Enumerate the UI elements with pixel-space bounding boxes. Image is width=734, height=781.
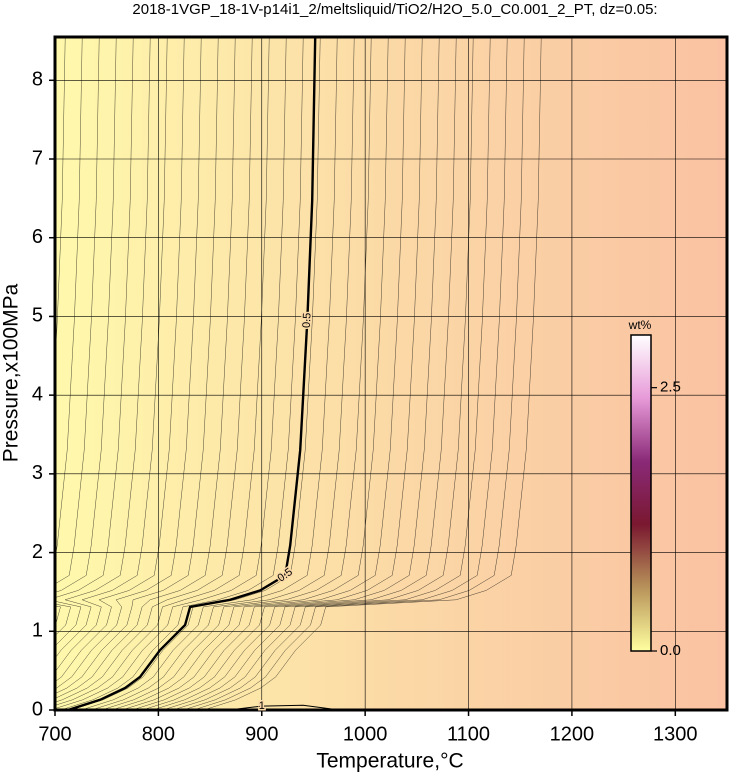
x-axis-label: Temperature,°C — [316, 750, 463, 773]
minor-contour — [55, 37, 83, 561]
minor-contours — [55, 37, 542, 710]
colorbar-label: wt% — [628, 318, 652, 332]
minor-contour — [111, 37, 389, 710]
minor-contour — [81, 37, 338, 710]
minor-contour — [55, 37, 202, 690]
contour-label: 0.5 — [301, 312, 314, 328]
contour-line — [67, 37, 317, 710]
contour-line — [228, 704, 340, 710]
contour-label: 1 — [259, 700, 265, 712]
minor-contour — [55, 37, 185, 683]
minor-contour — [152, 37, 457, 710]
y-tick-label: 4 — [32, 383, 43, 405]
minor-contour — [60, 37, 304, 710]
minor-contour — [55, 37, 151, 659]
colorbar — [630, 334, 652, 652]
minor-contour — [55, 37, 253, 703]
colorbar-tick-label: 2.5 — [660, 379, 681, 396]
minor-contour — [193, 37, 525, 710]
plot-field — [55, 37, 727, 710]
x-tick-label: 1200 — [550, 723, 595, 745]
minor-contour — [203, 37, 542, 710]
y-tick-label: 2 — [32, 541, 43, 563]
x-tick-label: 800 — [142, 723, 175, 745]
minor-contour — [132, 37, 423, 710]
y-tick-label: 6 — [32, 226, 43, 248]
y-tick-label: 3 — [32, 462, 43, 484]
minor-contour — [55, 37, 236, 699]
plot-frame — [53, 35, 729, 712]
x-tick-label: 700 — [38, 723, 71, 745]
x-tick-label: 1100 — [447, 723, 490, 745]
minor-contour — [55, 37, 100, 626]
y-tick-label: 1 — [32, 620, 43, 642]
contours — [67, 37, 340, 710]
minor-contour — [101, 37, 372, 710]
chart-title: 2018-1VGP_18-1V-p14i1_2/meltsliquid/TiO2… — [132, 1, 657, 18]
minor-contour — [183, 37, 508, 710]
minor-contour — [121, 37, 406, 710]
y-tick-label: 0 — [32, 698, 43, 720]
minor-contour — [91, 37, 355, 710]
x-tick-label: 900 — [245, 723, 278, 745]
x-tick-label: 1000 — [343, 723, 388, 745]
minor-contour — [55, 37, 270, 706]
minor-contour — [172, 37, 491, 710]
minor-contour — [55, 37, 287, 709]
y-axis-label: Pressure,x100MPa — [0, 283, 23, 462]
minor-contour — [55, 37, 134, 647]
minor-contour — [55, 37, 168, 673]
minor-contour — [142, 37, 440, 710]
minor-contour — [162, 37, 474, 710]
minor-contour — [55, 37, 219, 694]
minor-contour — [70, 37, 321, 710]
colorbar-tick-label: 0.0 — [660, 642, 681, 659]
y-tick-label: 5 — [32, 305, 43, 327]
x-tick-label: 1300 — [653, 723, 698, 745]
y-tick-label: 7 — [32, 147, 43, 169]
y-tick-label: 8 — [32, 69, 43, 91]
minor-contour — [55, 37, 117, 637]
